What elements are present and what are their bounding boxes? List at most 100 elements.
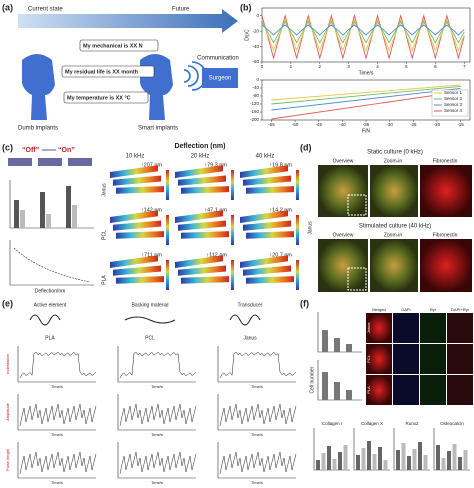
deflection-label: ↑20.7 nm [269,252,292,258]
knee-icon [22,54,55,120]
beam [175,210,223,223]
waveform [229,314,261,326]
deflection-label: ↑112 nm [206,252,227,258]
label: Communication [197,56,239,62]
micrograph [420,344,446,374]
small-bar [458,457,462,470]
micrograph [447,313,473,343]
column-header: 40 kHz [256,154,275,160]
panel-label: (b) [240,2,252,12]
zoom-box [347,194,367,216]
deflection-label: ↑14.2 nm [269,207,292,213]
small-bar [327,446,331,470]
beam [240,255,288,268]
legend-label: Sensor 4 [444,108,463,113]
waveform [29,314,61,326]
axis [9,240,94,286]
label: Deflection (nm) [175,143,226,150]
colorbar [296,215,299,245]
x-tick-label: -40 [339,122,346,127]
plot-frame [261,7,471,63]
message-box [79,39,159,52]
micrograph [366,375,392,405]
row-label: Janus [307,221,313,235]
colorbar [296,170,299,200]
label: Smart implants [138,126,178,132]
trace [119,351,197,379]
panel-e: (e) Active element Backing material Tran… [2,298,297,485]
column-header: Fibronectin [433,158,458,164]
beam [113,265,161,276]
trace [19,351,97,379]
x-tick-label: 6 [434,64,437,69]
beam [243,265,291,276]
small-bar [343,445,348,470]
axis [217,346,296,383]
micrograph [420,313,446,343]
axis [117,346,196,383]
message-box [63,91,149,104]
column-header: 10 kHz [126,154,145,160]
x-tick-label: 1 [290,64,293,69]
axis-label: Cell number [309,366,315,393]
x-tick-label: -15 [457,122,464,127]
small-bar [321,453,326,470]
x-tick-label: -55 [268,122,275,127]
beam [240,165,288,178]
small-bar [423,455,428,470]
x-axis-label: F/N [362,128,370,134]
axis [17,442,96,479]
column-header: DAPI [401,307,410,312]
beam [116,231,164,239]
small-bar [367,441,371,470]
line-series [271,91,461,120]
micrograph [366,313,392,343]
timeline-arrow [18,9,238,33]
label: “On” [58,147,75,154]
small-bar [356,455,360,470]
surgeon-box [202,68,238,88]
material-label: PCL [145,335,155,341]
micrograph [420,165,472,217]
axis-label: Deflection/nm [35,288,66,294]
label: Surgeon [209,76,232,82]
small-bar [418,442,422,470]
x-tick-label: -30 [386,122,393,127]
device [38,158,62,166]
trace [119,451,197,475]
micrograph [420,239,472,292]
zoom-box [347,267,367,291]
axis [17,394,96,431]
x-tick-label: 7 [463,64,466,69]
axis [117,442,196,479]
legend-label: Sensor 2 [444,96,463,101]
panel-label: (e) [2,298,13,308]
deflection-label: ↑142 nm [141,207,163,213]
colorbar [231,215,234,245]
beam [113,175,161,186]
trace [219,403,297,427]
small-bar [383,460,388,470]
label: “Off” [22,147,39,154]
beam [240,210,288,223]
x-tick-label: 2 [319,64,322,69]
small-bar [332,459,337,470]
deflection-label: ↑711 nm [141,252,162,258]
x-tick-label: 4 [376,64,379,69]
small-bar [441,458,446,470]
column-header: Merged [372,307,386,312]
colorbar [166,260,169,290]
axis-label: Time/s [51,480,63,485]
y-tick-label: -40 [252,44,259,49]
small-bar [316,460,320,470]
colorbar [166,215,169,245]
row-label: PCL [366,354,371,363]
x-tick-label: -45 [315,122,322,127]
axis-label: Amplitude [5,402,10,421]
beam [113,220,161,231]
waveform [124,316,176,324]
legend-label: Sensor 3 [444,102,463,107]
line-series [271,84,461,101]
trace [219,451,297,475]
